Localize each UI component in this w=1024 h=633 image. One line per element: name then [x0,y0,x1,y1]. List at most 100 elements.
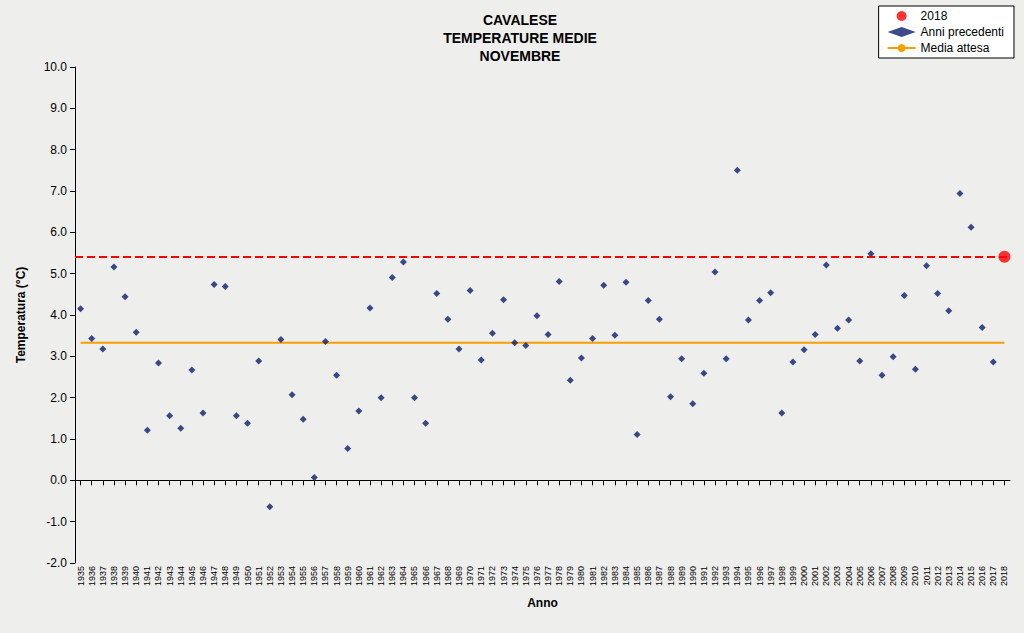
svg-text:1988: 1988 [666,566,676,586]
svg-text:1963: 1963 [387,566,397,586]
svg-text:2004: 2004 [844,566,854,586]
svg-text:1947: 1947 [209,566,219,586]
svg-text:2014: 2014 [955,566,965,586]
svg-text:1941: 1941 [142,566,152,586]
svg-text:1953: 1953 [276,566,286,586]
svg-text:1998: 1998 [777,566,787,586]
svg-text:0.0: 0.0 [50,473,67,487]
svg-text:1972: 1972 [487,566,497,586]
svg-text:1999: 1999 [788,566,798,586]
svg-text:1975: 1975 [521,566,531,586]
svg-text:1997: 1997 [766,566,776,586]
svg-text:2017: 2017 [988,566,998,586]
svg-text:1971: 1971 [476,566,486,586]
svg-text:1960: 1960 [354,566,364,586]
svg-text:1961: 1961 [365,566,375,586]
svg-text:1987: 1987 [654,566,664,586]
svg-text:1991: 1991 [699,566,709,586]
svg-text:1967: 1967 [432,566,442,586]
svg-text:1951: 1951 [254,566,264,586]
svg-text:4.0: 4.0 [50,308,67,322]
svg-text:1954: 1954 [287,566,297,586]
svg-text:2015: 2015 [966,566,976,586]
svg-text:1948: 1948 [220,566,230,586]
svg-text:1965: 1965 [409,566,419,586]
svg-text:1986: 1986 [643,566,653,586]
svg-text:1939: 1939 [120,566,130,586]
svg-text:6.0: 6.0 [50,225,67,239]
svg-text:1938: 1938 [109,566,119,586]
svg-text:1993: 1993 [721,566,731,586]
svg-text:1977: 1977 [543,566,553,586]
svg-text:TEMPERATURE MEDIE: TEMPERATURE MEDIE [443,30,597,46]
svg-text:1996: 1996 [755,566,765,586]
svg-text:Anni precedenti: Anni precedenti [921,25,1004,39]
svg-text:1943: 1943 [165,566,175,586]
svg-text:2011: 2011 [922,566,932,585]
svg-text:CAVALESE: CAVALESE [483,12,557,28]
svg-text:1973: 1973 [499,566,509,586]
svg-text:1970: 1970 [465,566,475,586]
svg-text:1940: 1940 [131,566,141,586]
svg-text:1968: 1968 [443,566,453,586]
svg-text:1956: 1956 [309,566,319,586]
svg-text:5.0: 5.0 [50,267,67,281]
svg-text:1944: 1944 [176,566,186,586]
svg-text:1952: 1952 [265,566,275,586]
svg-text:1.0: 1.0 [50,432,67,446]
svg-text:1976: 1976 [532,566,542,586]
svg-text:2018: 2018 [999,566,1009,586]
svg-text:1981: 1981 [588,566,598,586]
svg-text:2003: 2003 [832,566,842,586]
svg-text:1957: 1957 [320,566,330,586]
svg-text:1989: 1989 [677,566,687,586]
svg-text:2008: 2008 [888,566,898,586]
svg-text:1946: 1946 [198,566,208,586]
svg-text:8.0: 8.0 [50,143,67,157]
svg-text:2.0: 2.0 [50,391,67,405]
svg-text:Temperatura (°C): Temperatura (°C) [14,267,28,364]
svg-text:9.0: 9.0 [50,101,67,115]
svg-text:2009: 2009 [899,566,909,586]
svg-text:1937: 1937 [98,566,108,586]
svg-text:2006: 2006 [866,566,876,586]
svg-text:2001: 2001 [810,566,820,586]
svg-text:1990: 1990 [688,566,698,586]
svg-text:2012: 2012 [933,566,943,586]
svg-text:1994: 1994 [732,566,742,586]
svg-text:3.0: 3.0 [50,349,67,363]
svg-text:NOVEMBRE: NOVEMBRE [480,48,561,64]
svg-text:1945: 1945 [187,566,197,586]
svg-text:1936: 1936 [87,566,97,586]
svg-text:1978: 1978 [554,566,564,586]
svg-text:1962: 1962 [376,566,386,586]
svg-text:1974: 1974 [510,566,520,586]
svg-text:Media attesa: Media attesa [921,41,990,55]
svg-text:1984: 1984 [621,566,631,586]
svg-text:1969: 1969 [454,566,464,586]
svg-text:1964: 1964 [398,566,408,586]
svg-text:1983: 1983 [610,566,620,586]
svg-text:2005: 2005 [855,566,865,586]
svg-text:1995: 1995 [743,566,753,586]
svg-text:1955: 1955 [298,566,308,586]
svg-text:1950: 1950 [243,566,253,586]
svg-text:1958: 1958 [332,566,342,586]
svg-text:2002: 2002 [821,566,831,586]
svg-text:1992: 1992 [710,566,720,586]
svg-text:Anno: Anno [527,596,558,610]
svg-text:2010: 2010 [910,566,920,586]
svg-text:2018: 2018 [921,9,948,23]
svg-text:1949: 1949 [231,566,241,586]
svg-text:1966: 1966 [421,566,431,586]
svg-text:-1.0: -1.0 [46,515,67,529]
svg-text:2000: 2000 [799,566,809,586]
svg-text:1985: 1985 [632,566,642,586]
svg-text:2016: 2016 [977,566,987,586]
svg-text:-2.0: -2.0 [46,556,67,570]
svg-text:1980: 1980 [576,566,586,586]
svg-text:2007: 2007 [877,566,887,586]
svg-text:1935: 1935 [76,566,86,586]
svg-text:1959: 1959 [343,566,353,586]
svg-text:2013: 2013 [944,566,954,586]
